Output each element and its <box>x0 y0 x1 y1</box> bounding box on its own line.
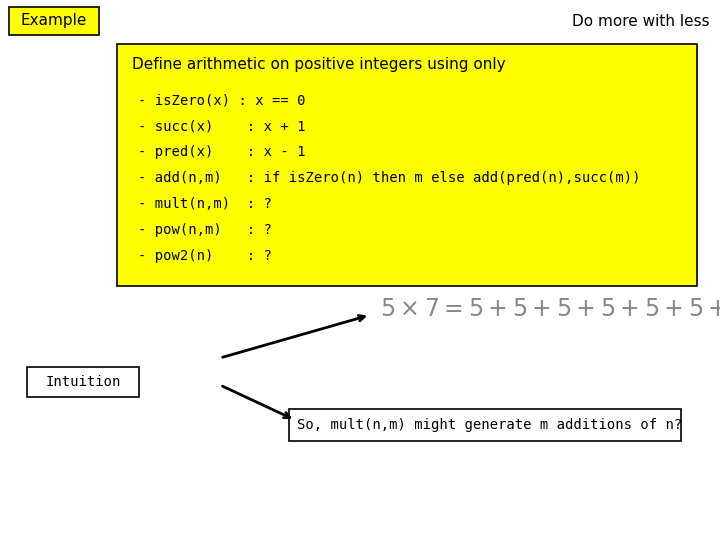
Text: - isZero(x) : x == 0: - isZero(x) : x == 0 <box>138 93 305 107</box>
Text: - pow(n,m)   : ?: - pow(n,m) : ? <box>138 223 272 237</box>
Text: $5\times7=5+5+5+5+5+5+5$: $5\times7=5+5+5+5+5+5+5$ <box>380 299 720 321</box>
Text: - pred(x)    : x - 1: - pred(x) : x - 1 <box>138 145 305 159</box>
Text: - mult(n,m)  : ?: - mult(n,m) : ? <box>138 197 272 211</box>
Text: Intuition: Intuition <box>45 375 121 389</box>
Text: - succ(x)    : x + 1: - succ(x) : x + 1 <box>138 119 305 133</box>
Text: So, mult(n,m) might generate m additions of n?: So, mult(n,m) might generate m additions… <box>297 418 683 432</box>
Text: - pow2(n)    : ?: - pow2(n) : ? <box>138 249 272 263</box>
FancyBboxPatch shape <box>27 367 139 397</box>
FancyBboxPatch shape <box>9 7 99 35</box>
FancyBboxPatch shape <box>117 44 697 286</box>
Text: Do more with less: Do more with less <box>572 15 710 30</box>
Text: - add(n,m)   : if isZero(n) then m else add(pred(n),succ(m)): - add(n,m) : if isZero(n) then m else ad… <box>138 171 641 185</box>
Text: Example: Example <box>21 14 87 29</box>
FancyBboxPatch shape <box>289 409 681 441</box>
Text: Define arithmetic on positive integers using only: Define arithmetic on positive integers u… <box>132 57 505 72</box>
